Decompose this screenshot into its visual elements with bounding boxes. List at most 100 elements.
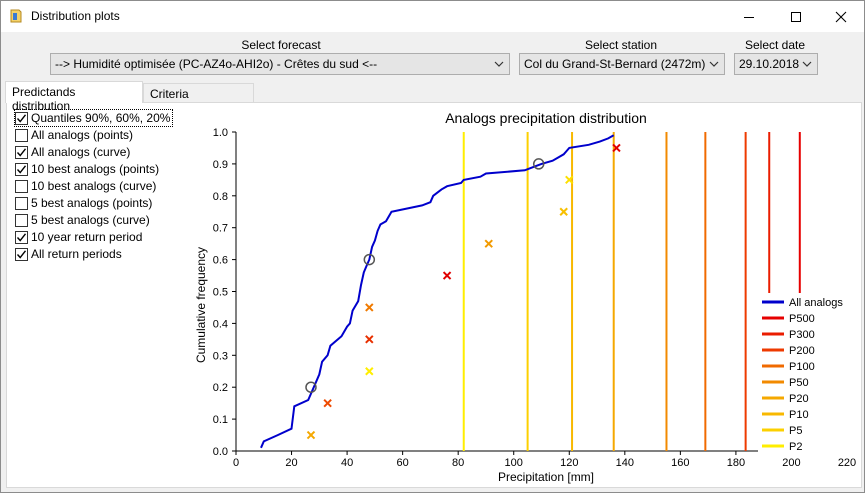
option-checkbox[interactable]: 10 year return period: [15, 229, 142, 245]
chevron-down-icon: [802, 61, 812, 67]
checkbox-empty-icon: [15, 179, 28, 193]
x-tick-label: 40: [341, 457, 353, 469]
legend-label: P20: [789, 393, 809, 405]
forecast-label: Select forecast: [241, 38, 321, 52]
legend-label: P200: [789, 345, 815, 357]
option-checkbox[interactable]: 5 best analogs (curve): [15, 212, 150, 228]
y-tick-label: 0.5: [213, 287, 228, 299]
tab-criteria-distribution[interactable]: Criteria distribution: [143, 83, 254, 115]
checkbox-empty-icon: [15, 128, 28, 142]
option-checkbox[interactable]: All return periods: [15, 246, 122, 262]
best-analog-point: [565, 175, 574, 185]
station-label: Select station: [584, 38, 658, 52]
distribution-chart: Analogs precipitation distribution Cumul…: [194, 110, 856, 484]
station-select[interactable]: Col du Grand-St-Bernard (2472m): [519, 53, 725, 75]
y-tick-label: 0.6: [213, 255, 228, 267]
option-checkbox[interactable]: All analogs (curve): [15, 144, 130, 160]
option-checkbox[interactable]: Quantiles 90%, 60%, 20%: [13, 109, 174, 127]
y-tick-label: 0.4: [213, 318, 228, 330]
chevron-down-icon: [494, 61, 504, 67]
minimize-button[interactable]: [726, 1, 772, 32]
x-tick-label: 180: [727, 457, 745, 469]
checkbox-checked-icon: [15, 247, 28, 261]
quantile-marker: [363, 253, 376, 266]
x-tick-label: 100: [505, 457, 523, 469]
forecast-value: --> Humidité optimisée (PC-AZ4o-AHI2o) -…: [55, 57, 378, 71]
quantile-marker: [305, 381, 317, 393]
legend-label: P500: [789, 313, 815, 325]
legend-label: P50: [789, 377, 809, 389]
y-tick-label: 0.2: [213, 382, 228, 394]
x-tick-label: 60: [397, 457, 409, 469]
best-analog-point: [484, 239, 493, 248]
close-button[interactable]: [818, 1, 864, 32]
legend-label: P300: [789, 329, 815, 341]
option-checkbox[interactable]: All analogs (points): [15, 127, 133, 143]
y-tick-label: 0.1: [213, 414, 228, 426]
option-label: 10 year return period: [31, 230, 143, 244]
legend-label: P10: [789, 409, 809, 421]
option-label: All analogs (points): [31, 128, 134, 142]
best-analog-point: [365, 303, 374, 312]
station-value: Col du Grand-St-Bernard (2472m): [524, 57, 706, 71]
y-tick-label: 0.7: [213, 223, 228, 235]
option-checkbox[interactable]: 10 best analogs (curve): [15, 178, 156, 194]
option-label: Quantiles 90%, 60%, 20%: [31, 111, 171, 125]
window-title: Distribution plots: [31, 9, 120, 23]
y-tick-label: 0.0: [213, 446, 228, 458]
x-tick-label: 220: [838, 457, 856, 469]
best-analog-point: [559, 207, 568, 216]
legend-label: P2: [789, 441, 802, 453]
x-tick-label: 120: [560, 457, 578, 469]
option-label: All analogs (curve): [31, 145, 131, 159]
best-analog-point: [365, 367, 374, 376]
app-icon: [10, 9, 22, 23]
option-checkbox[interactable]: 10 best analogs (points): [15, 161, 159, 177]
x-axis-label: Precipitation [mm]: [498, 470, 594, 484]
minimize-icon: [744, 16, 754, 18]
x-tick-label: 80: [452, 457, 464, 469]
chevron-down-icon: [709, 61, 719, 67]
predictands-panel: Quantiles 90%, 60%, 20% All analogs (poin…: [6, 102, 862, 488]
x-tick-label: 0: [233, 457, 239, 469]
y-tick-label: 0.3: [213, 350, 228, 362]
checkbox-checked-icon: [15, 111, 28, 125]
best-analog-point: [365, 335, 374, 344]
option-checkbox[interactable]: 5 best analogs (points): [15, 195, 152, 211]
x-tick-label: 160: [671, 457, 689, 469]
legend-label: All analogs: [789, 297, 843, 309]
date-label: Select date: [744, 38, 806, 52]
x-tick-label: 140: [616, 457, 634, 469]
checkbox-empty-icon: [15, 196, 28, 210]
best-analog-point: [323, 398, 332, 408]
x-tick-label: 200: [782, 457, 800, 469]
date-select[interactable]: 29.10.2018: [734, 53, 818, 75]
legend-label: P100: [789, 361, 815, 373]
best-analog-point: [442, 271, 452, 280]
option-label: 5 best analogs (points): [31, 196, 153, 210]
best-analog-point: [306, 430, 316, 440]
option-label: 5 best analogs (curve): [31, 213, 150, 227]
option-label: All return periods: [31, 247, 122, 261]
checkbox-checked-icon: [15, 162, 28, 176]
close-icon: [835, 11, 847, 22]
option-label: 10 best analogs (points): [31, 162, 160, 176]
quantile-marker: [532, 158, 545, 170]
y-tick-label: 1.0: [213, 127, 228, 139]
best-analog-point: [612, 143, 621, 153]
maximize-button[interactable]: [773, 1, 819, 32]
checkbox-checked-icon: [15, 145, 28, 159]
date-value: 29.10.2018: [739, 57, 800, 71]
options-list: Quantiles 90%, 60%, 20% All analogs (poin…: [11, 109, 191, 484]
title-bar[interactable]: Distribution plots: [1, 1, 864, 32]
tab-predictands-distribution[interactable]: Predictands distribution: [5, 81, 143, 113]
forecast-select[interactable]: --> Humidité optimisée (PC-AZ4o-AHI2o) -…: [50, 53, 510, 75]
checkbox-empty-icon: [15, 213, 28, 227]
all-analogs-curve: [260, 134, 615, 449]
maximize-icon: [791, 11, 801, 22]
y-tick-label: 0.9: [213, 159, 228, 171]
legend-label: P5: [789, 425, 802, 437]
option-label: 10 best analogs (curve): [31, 179, 157, 193]
y-tick-label: 0.8: [213, 191, 228, 203]
